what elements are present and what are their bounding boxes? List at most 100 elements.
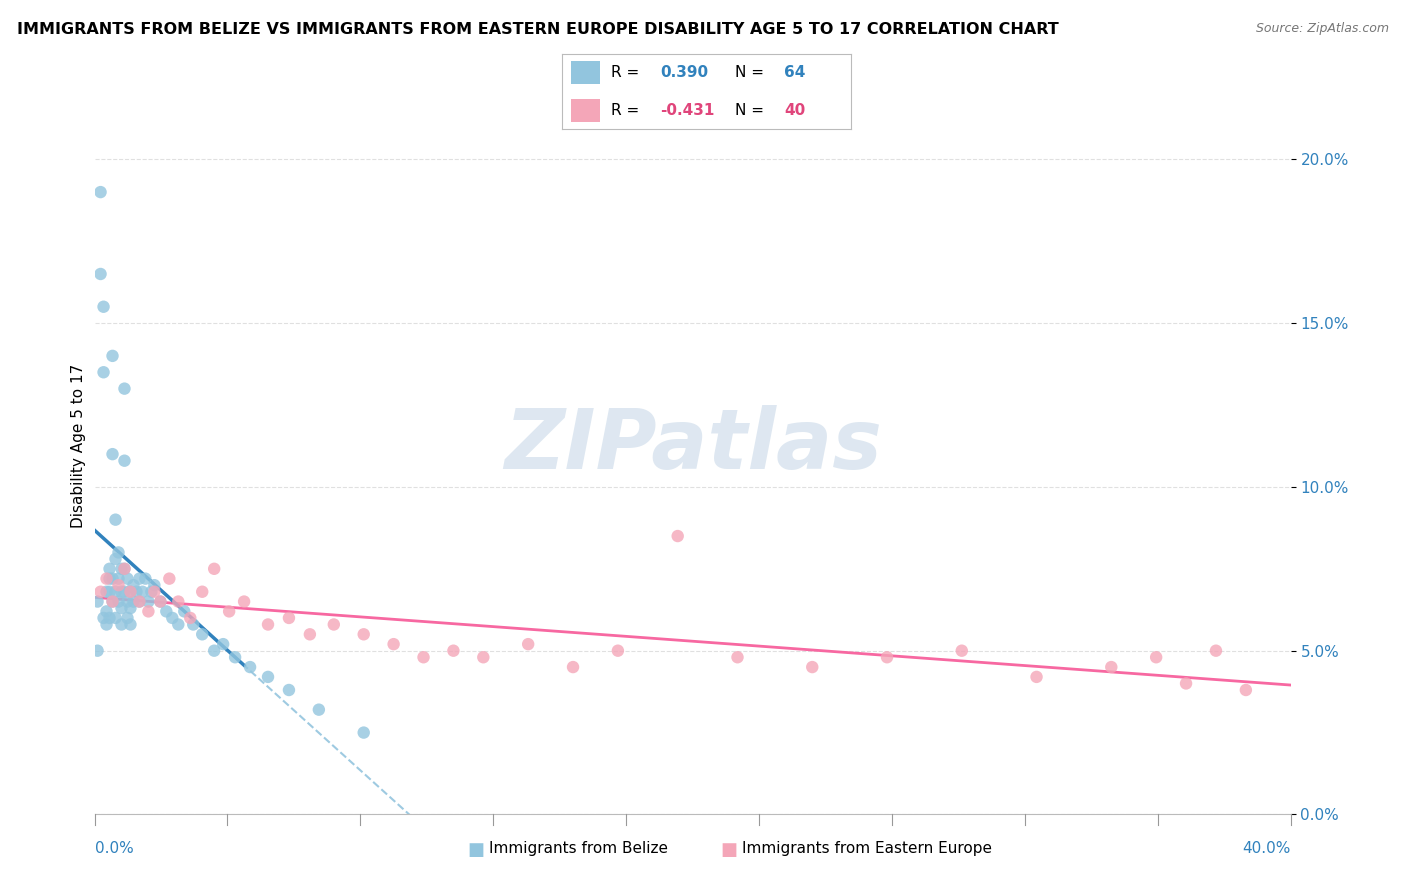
Point	[257, 617, 280, 632]
Point	[143, 584, 166, 599]
Point	[122, 594, 145, 608]
Point	[278, 611, 301, 625]
Point	[110, 562, 132, 576]
Point	[86, 643, 108, 657]
Point	[138, 604, 160, 618]
Point	[257, 670, 280, 684]
Point	[233, 594, 256, 608]
Point	[149, 594, 172, 608]
Point	[666, 529, 689, 543]
Text: 64: 64	[785, 65, 806, 80]
Point	[143, 578, 166, 592]
Text: -0.431: -0.431	[661, 103, 714, 118]
Point	[801, 660, 824, 674]
Point	[114, 584, 136, 599]
Text: 40: 40	[785, 103, 806, 118]
Point	[101, 572, 124, 586]
Point	[107, 572, 129, 586]
Point	[104, 552, 127, 566]
Point	[1099, 660, 1122, 674]
Point	[202, 643, 225, 657]
Point	[101, 594, 124, 608]
Point	[173, 604, 195, 618]
Point	[98, 584, 121, 599]
Point	[441, 643, 464, 657]
Point	[120, 601, 142, 615]
Point	[114, 562, 136, 576]
Y-axis label: Disability Age 5 to 17: Disability Age 5 to 17	[72, 364, 86, 528]
Point	[93, 300, 115, 314]
Point	[96, 604, 118, 618]
Point	[181, 617, 204, 632]
Point	[157, 572, 180, 586]
Point	[1144, 650, 1167, 665]
Point	[141, 584, 163, 599]
Point	[96, 572, 118, 586]
Point	[218, 604, 240, 618]
Point	[114, 453, 136, 467]
Point	[110, 617, 132, 632]
Point	[86, 594, 108, 608]
Point	[128, 572, 150, 586]
Point	[149, 594, 172, 608]
Point	[876, 650, 898, 665]
Point	[212, 637, 235, 651]
Point	[98, 572, 121, 586]
Point	[322, 617, 344, 632]
Point	[353, 627, 375, 641]
Point	[120, 617, 142, 632]
Point	[96, 617, 118, 632]
Point	[104, 513, 127, 527]
Text: Immigrants from Eastern Europe: Immigrants from Eastern Europe	[742, 841, 991, 856]
Point	[117, 594, 139, 608]
Point	[93, 611, 115, 625]
Point	[162, 611, 184, 625]
Point	[107, 594, 129, 608]
Text: 0.390: 0.390	[661, 65, 709, 80]
Point	[104, 611, 127, 625]
Point	[114, 382, 136, 396]
Point	[110, 584, 132, 599]
Point	[1025, 670, 1047, 684]
Point	[1205, 643, 1227, 657]
Point	[101, 447, 124, 461]
Point	[562, 660, 585, 674]
Point	[138, 594, 160, 608]
Point	[90, 267, 112, 281]
Point	[128, 594, 150, 608]
Point	[224, 650, 246, 665]
Point	[128, 594, 150, 608]
Point	[93, 365, 115, 379]
Point	[117, 572, 139, 586]
Point	[1234, 683, 1257, 698]
Text: N =: N =	[735, 103, 769, 118]
Point	[125, 584, 148, 599]
Text: ■: ■	[468, 841, 485, 859]
Point	[110, 601, 132, 615]
Point	[950, 643, 973, 657]
Point	[278, 683, 301, 698]
Text: Source: ZipAtlas.com: Source: ZipAtlas.com	[1256, 22, 1389, 36]
Text: Immigrants from Belize: Immigrants from Belize	[489, 841, 668, 856]
Point	[412, 650, 434, 665]
Point	[101, 349, 124, 363]
Point	[353, 725, 375, 739]
Text: N =: N =	[735, 65, 769, 80]
Point	[472, 650, 495, 665]
Text: IMMIGRANTS FROM BELIZE VS IMMIGRANTS FROM EASTERN EUROPE DISABILITY AGE 5 TO 17 : IMMIGRANTS FROM BELIZE VS IMMIGRANTS FRO…	[17, 22, 1059, 37]
Point	[98, 562, 121, 576]
Point	[191, 584, 214, 599]
Point	[179, 611, 201, 625]
Point	[517, 637, 540, 651]
Point	[134, 572, 156, 586]
Point	[239, 660, 262, 674]
Point	[191, 627, 214, 641]
Text: R =: R =	[612, 103, 644, 118]
Point	[298, 627, 321, 641]
Point	[90, 185, 112, 199]
Bar	[571, 99, 600, 122]
Point	[107, 578, 129, 592]
Point	[167, 617, 190, 632]
Point	[96, 584, 118, 599]
Point	[122, 578, 145, 592]
